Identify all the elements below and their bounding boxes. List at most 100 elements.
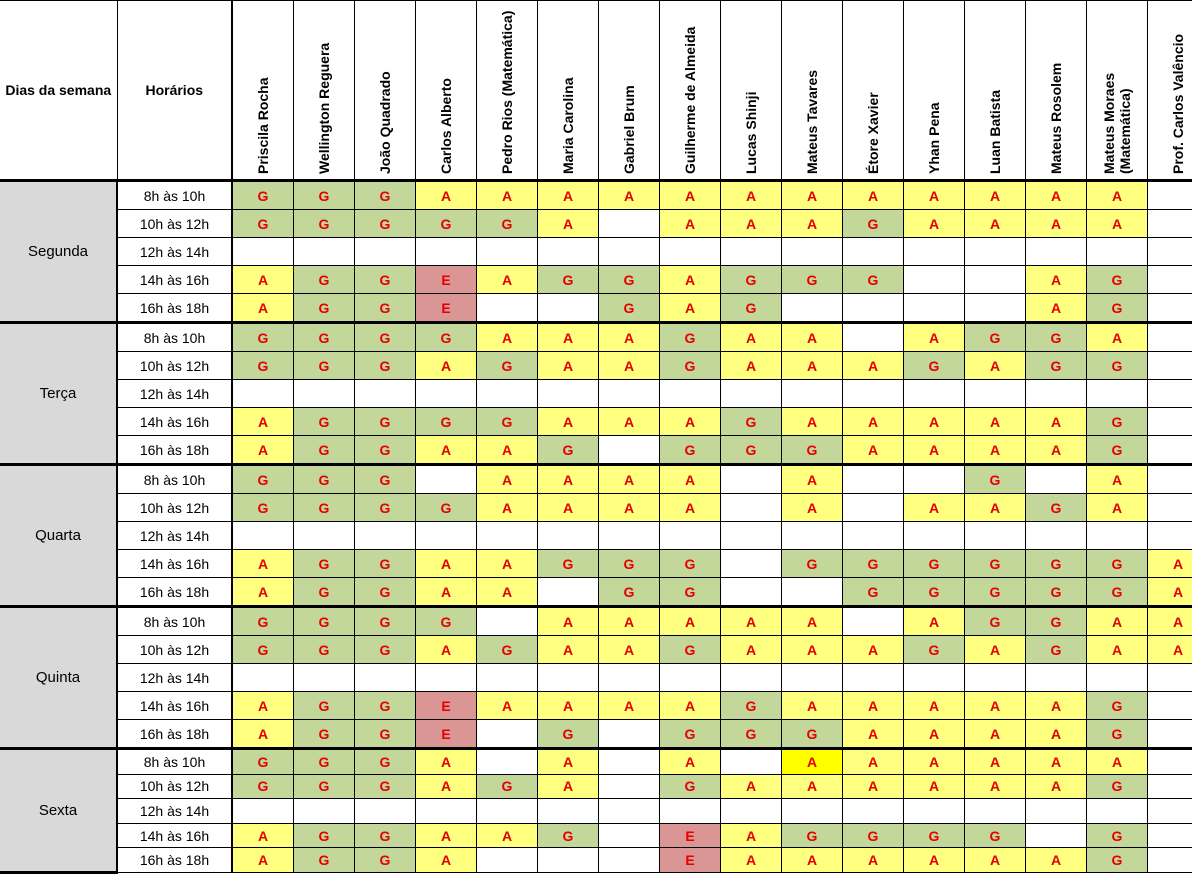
schedule-cell[interactable] xyxy=(538,664,599,692)
schedule-cell[interactable]: A xyxy=(416,774,477,799)
schedule-cell[interactable] xyxy=(232,238,294,266)
schedule-cell[interactable] xyxy=(599,436,660,465)
schedule-cell[interactable]: A xyxy=(904,749,965,775)
schedule-cell[interactable]: G xyxy=(965,550,1026,578)
schedule-cell[interactable] xyxy=(1087,238,1148,266)
schedule-cell[interactable] xyxy=(721,578,782,607)
schedule-cell[interactable]: A xyxy=(416,749,477,775)
schedule-cell[interactable]: G xyxy=(843,210,904,238)
schedule-cell[interactable]: G xyxy=(1087,266,1148,294)
schedule-cell[interactable] xyxy=(843,238,904,266)
schedule-cell[interactable] xyxy=(721,550,782,578)
schedule-cell[interactable] xyxy=(965,664,1026,692)
schedule-cell[interactable] xyxy=(294,664,355,692)
schedule-cell[interactable]: G xyxy=(294,465,355,494)
schedule-cell[interactable] xyxy=(843,799,904,824)
schedule-cell[interactable] xyxy=(477,380,538,408)
schedule-cell[interactable]: G xyxy=(1087,578,1148,607)
schedule-cell[interactable] xyxy=(1148,494,1192,522)
schedule-cell[interactable] xyxy=(538,522,599,550)
schedule-cell[interactable] xyxy=(599,799,660,824)
schedule-cell[interactable]: G xyxy=(904,823,965,848)
schedule-cell[interactable] xyxy=(477,848,538,873)
schedule-cell[interactable]: G xyxy=(232,607,294,636)
schedule-cell[interactable]: A xyxy=(232,578,294,607)
schedule-cell[interactable]: A xyxy=(416,823,477,848)
schedule-cell[interactable]: G xyxy=(294,294,355,323)
schedule-cell[interactable]: G xyxy=(721,266,782,294)
schedule-cell[interactable]: A xyxy=(599,181,660,210)
schedule-cell[interactable]: G xyxy=(965,465,1026,494)
schedule-cell[interactable]: G xyxy=(965,823,1026,848)
schedule-cell[interactable]: A xyxy=(965,720,1026,749)
schedule-cell[interactable]: G xyxy=(782,266,843,294)
schedule-cell[interactable] xyxy=(294,799,355,824)
schedule-cell[interactable]: A xyxy=(660,494,721,522)
schedule-cell[interactable]: A xyxy=(721,636,782,664)
schedule-cell[interactable] xyxy=(1148,238,1192,266)
schedule-cell[interactable] xyxy=(1148,823,1192,848)
schedule-cell[interactable]: A xyxy=(416,181,477,210)
schedule-cell[interactable]: G xyxy=(782,720,843,749)
schedule-cell[interactable]: A xyxy=(538,636,599,664)
schedule-cell[interactable]: A xyxy=(599,323,660,352)
header-person[interactable]: Lucas Shinji xyxy=(721,1,782,181)
schedule-cell[interactable]: G xyxy=(782,550,843,578)
schedule-cell[interactable] xyxy=(477,799,538,824)
schedule-cell[interactable]: A xyxy=(904,774,965,799)
schedule-cell[interactable]: A xyxy=(660,266,721,294)
schedule-cell[interactable]: A xyxy=(904,181,965,210)
schedule-cell[interactable] xyxy=(843,664,904,692)
schedule-cell[interactable] xyxy=(1148,720,1192,749)
schedule-cell[interactable]: A xyxy=(599,352,660,380)
schedule-cell[interactable]: G xyxy=(232,465,294,494)
schedule-cell[interactable]: G xyxy=(294,749,355,775)
schedule-cell[interactable]: A xyxy=(1087,210,1148,238)
schedule-cell[interactable]: G xyxy=(660,774,721,799)
schedule-cell[interactable]: G xyxy=(1026,323,1087,352)
schedule-cell[interactable]: A xyxy=(843,720,904,749)
schedule-cell[interactable]: A xyxy=(904,692,965,720)
schedule-cell[interactable]: G xyxy=(294,636,355,664)
schedule-cell[interactable]: E xyxy=(416,294,477,323)
schedule-cell[interactable]: G xyxy=(660,720,721,749)
schedule-cell[interactable] xyxy=(904,238,965,266)
schedule-cell[interactable] xyxy=(660,799,721,824)
schedule-cell[interactable]: G xyxy=(294,408,355,436)
schedule-cell[interactable] xyxy=(1148,749,1192,775)
schedule-cell[interactable] xyxy=(965,294,1026,323)
schedule-cell[interactable]: G xyxy=(1026,636,1087,664)
header-person[interactable]: Mateus Tavares xyxy=(782,1,843,181)
schedule-cell[interactable]: A xyxy=(721,774,782,799)
schedule-cell[interactable]: A xyxy=(1026,749,1087,775)
schedule-cell[interactable]: G xyxy=(1087,550,1148,578)
schedule-cell[interactable]: A xyxy=(1026,774,1087,799)
schedule-cell[interactable]: G xyxy=(355,848,416,873)
schedule-cell[interactable]: E xyxy=(416,720,477,749)
schedule-cell[interactable] xyxy=(599,774,660,799)
schedule-cell[interactable]: A xyxy=(965,352,1026,380)
schedule-cell[interactable] xyxy=(477,749,538,775)
schedule-cell[interactable]: A xyxy=(965,636,1026,664)
schedule-cell[interactable]: G xyxy=(355,323,416,352)
schedule-cell[interactable]: G xyxy=(355,294,416,323)
schedule-cell[interactable]: G xyxy=(599,266,660,294)
schedule-cell[interactable]: A xyxy=(965,210,1026,238)
schedule-cell[interactable]: G xyxy=(1087,848,1148,873)
schedule-cell[interactable] xyxy=(416,465,477,494)
schedule-cell[interactable] xyxy=(1148,848,1192,873)
schedule-cell[interactable]: A xyxy=(477,266,538,294)
schedule-cell[interactable]: A xyxy=(1148,636,1192,664)
schedule-cell[interactable]: G xyxy=(965,607,1026,636)
schedule-cell[interactable]: A xyxy=(1087,465,1148,494)
schedule-cell[interactable]: A xyxy=(782,210,843,238)
schedule-cell[interactable] xyxy=(538,578,599,607)
schedule-cell[interactable]: A xyxy=(843,408,904,436)
schedule-cell[interactable]: G xyxy=(477,352,538,380)
schedule-cell[interactable] xyxy=(599,720,660,749)
schedule-cell[interactable] xyxy=(660,522,721,550)
schedule-cell[interactable] xyxy=(538,294,599,323)
schedule-cell[interactable]: G xyxy=(355,266,416,294)
schedule-cell[interactable] xyxy=(782,664,843,692)
schedule-cell[interactable] xyxy=(904,522,965,550)
